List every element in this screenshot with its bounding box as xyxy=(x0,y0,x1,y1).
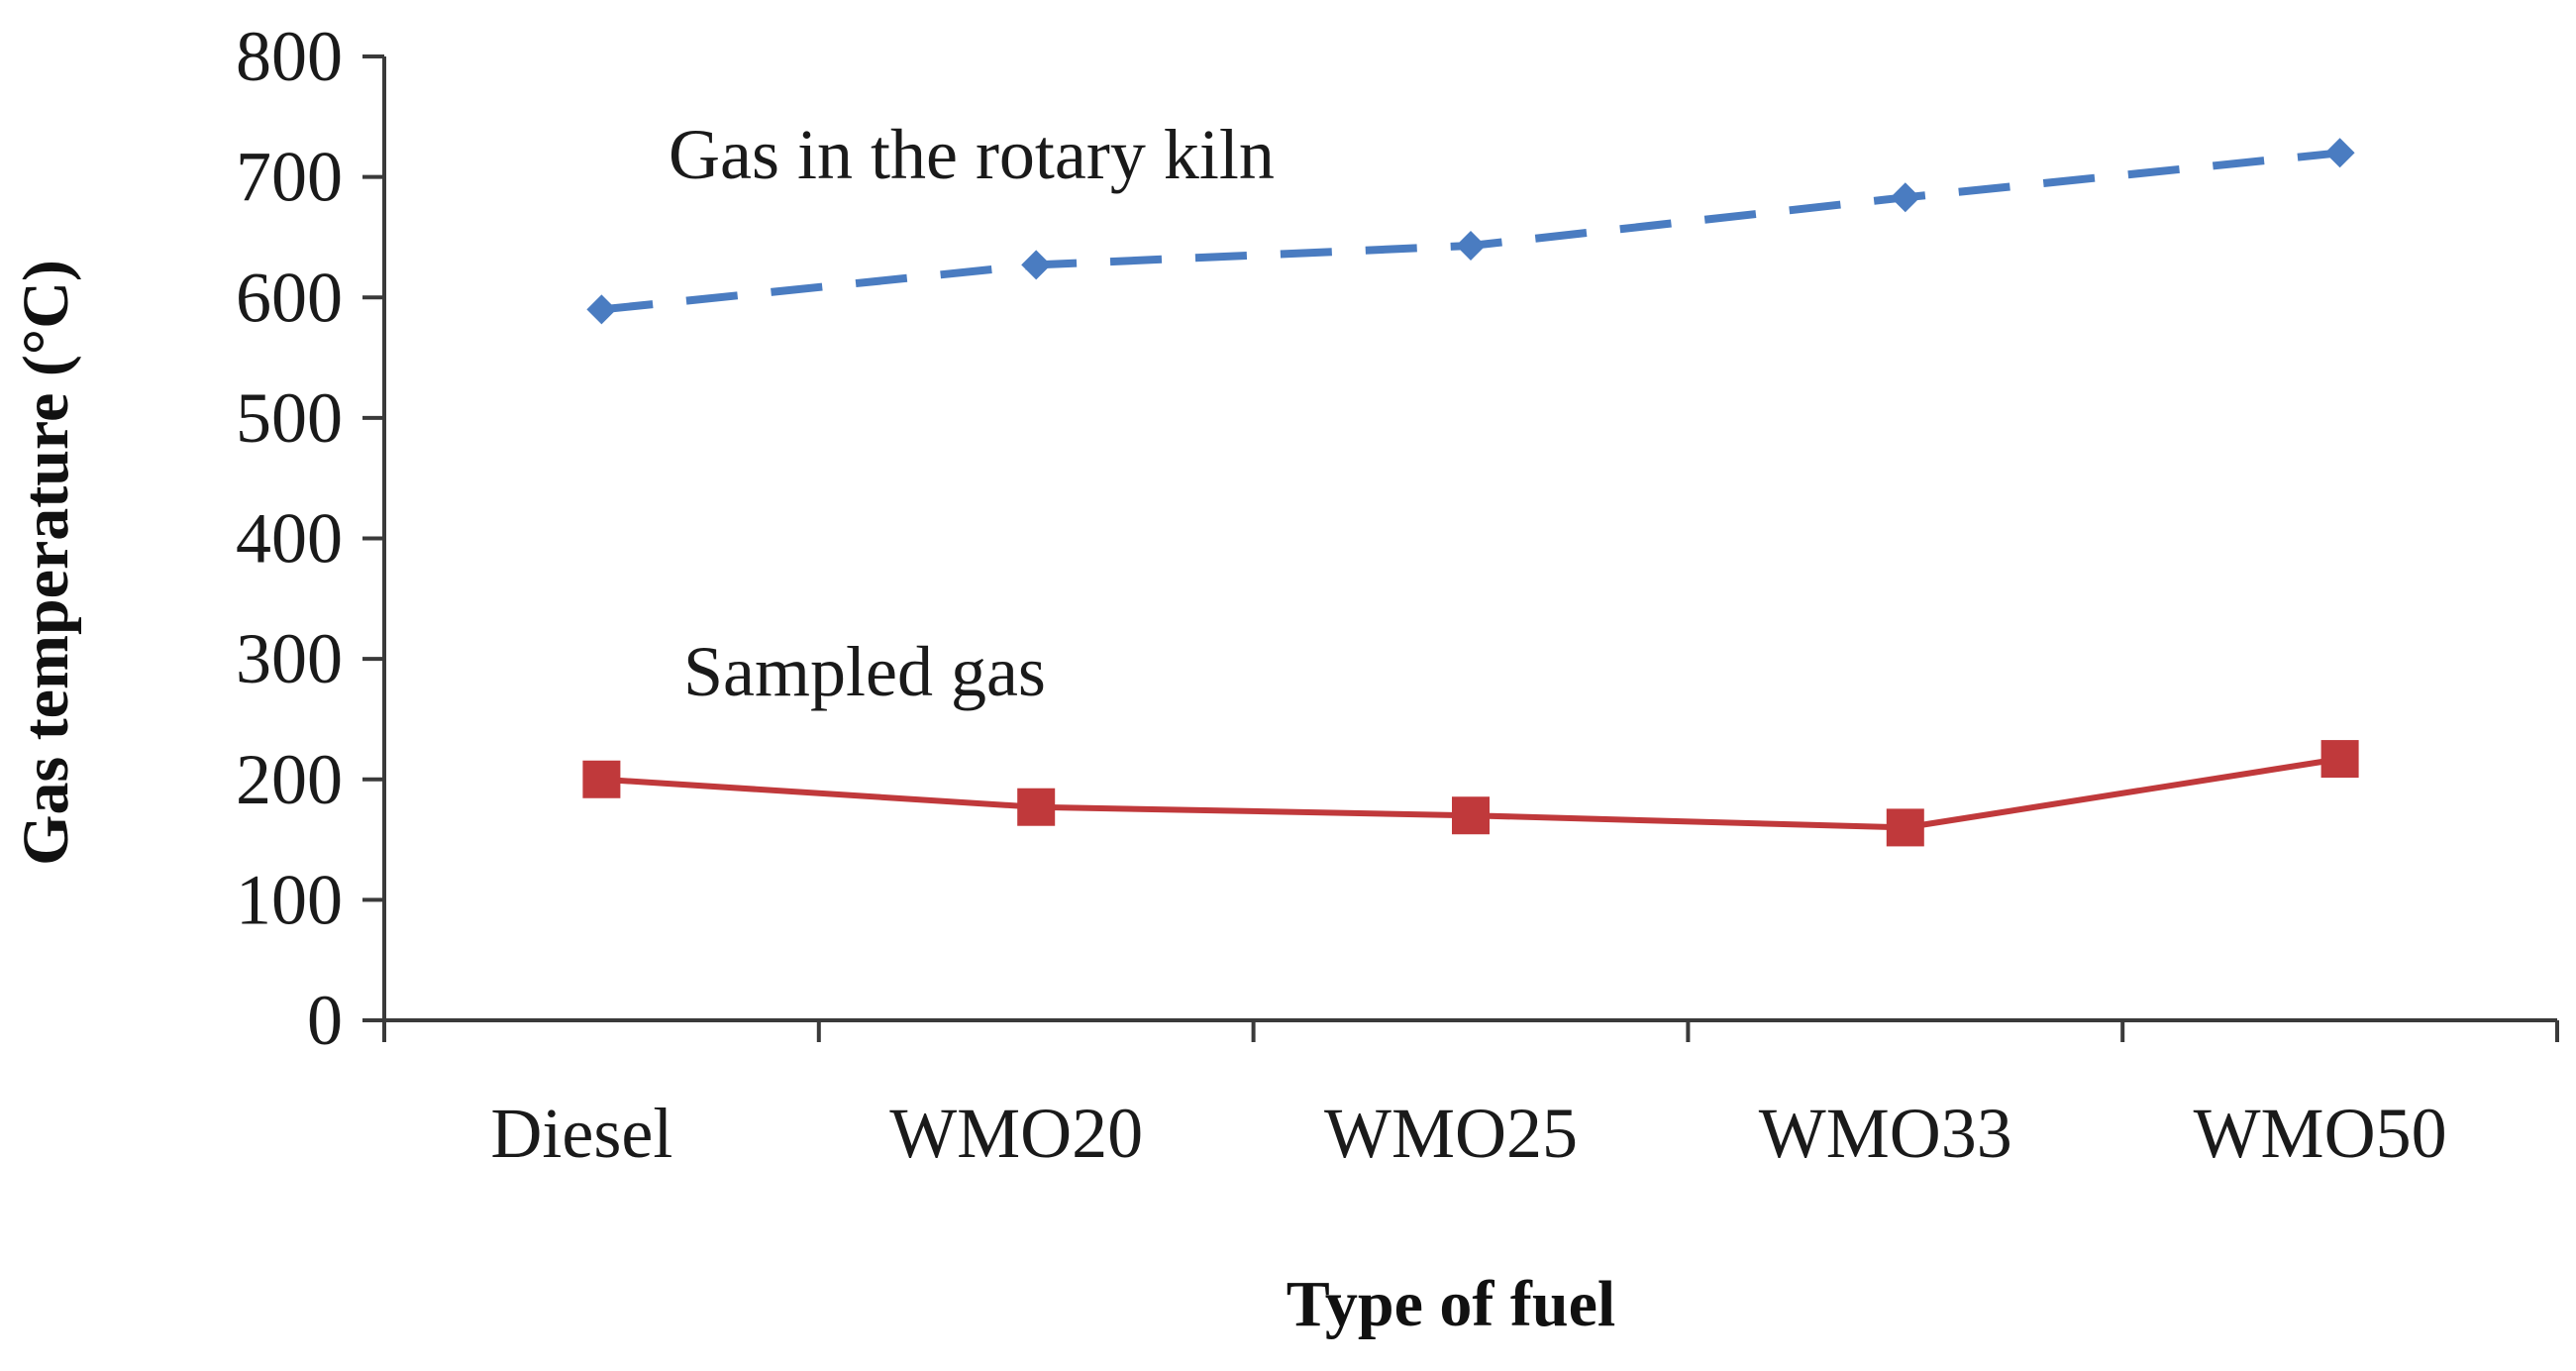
data-point-kiln-gas xyxy=(586,294,617,325)
y-axis-title: Gas temperature (°C) xyxy=(10,260,82,866)
data-point-kiln-gas xyxy=(1021,250,1052,280)
x-axis-title: Type of fuel xyxy=(1287,1268,1615,1340)
data-point-kiln-gas xyxy=(2324,138,2355,168)
data-point-sampled-gas xyxy=(1017,788,1056,826)
y-tick-label: 100 xyxy=(236,860,343,939)
y-tick-label: 0 xyxy=(307,981,343,1060)
y-tick-label: 700 xyxy=(236,138,343,217)
data-point-sampled-gas xyxy=(1452,796,1490,835)
y-tick-label: 500 xyxy=(236,378,343,458)
y-tick-label: 300 xyxy=(236,619,343,698)
x-tick-label: WMO33 xyxy=(1759,1094,2012,1173)
annotation-sampled-gas: Sampled gas xyxy=(683,632,1046,711)
data-point-kiln-gas xyxy=(1456,230,1486,261)
x-tick-label: WMO25 xyxy=(1324,1094,1578,1173)
x-tick-label: WMO20 xyxy=(889,1094,1143,1173)
y-tick-label: 600 xyxy=(236,258,343,337)
y-tick-label: 400 xyxy=(236,499,343,579)
data-point-sampled-gas xyxy=(2320,740,2359,779)
markers-layer xyxy=(582,138,2359,847)
y-tick-label: 800 xyxy=(236,17,343,96)
annotation-kiln-gas: Gas in the rotary kiln xyxy=(669,115,1275,194)
x-tick-label: Diesel xyxy=(490,1094,672,1173)
x-tick-label: WMO50 xyxy=(2194,1094,2447,1173)
axes: 0 100 200 300 400 500 600 700 800 Diesel WMO20 WMO2… xyxy=(236,17,2559,1173)
y-tick-label: 200 xyxy=(236,740,343,819)
data-point-kiln-gas xyxy=(1890,182,1920,213)
data-point-sampled-gas xyxy=(582,760,621,798)
data-point-sampled-gas xyxy=(1886,808,1924,847)
